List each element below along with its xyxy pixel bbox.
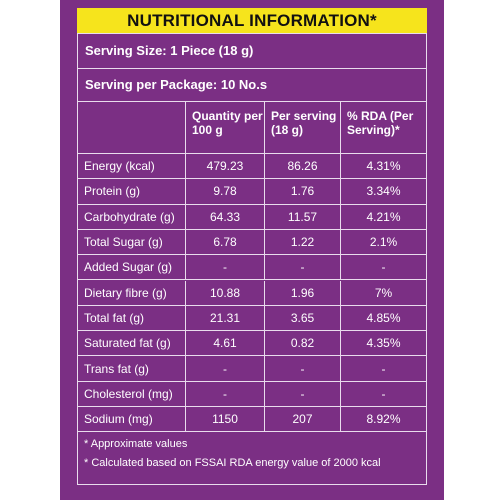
- nutrient-value: -: [265, 356, 341, 382]
- nutrient-value: 4.31%: [341, 154, 426, 180]
- nutrient-value: 7%: [341, 281, 426, 306]
- nutrient-name: Total fat (g): [78, 305, 186, 332]
- nutrient-value: -: [186, 356, 265, 382]
- nutrient-value: -: [186, 381, 265, 407]
- nutrient-value: 0.82: [265, 331, 341, 357]
- serving-per-package: Serving per Package: 10 No.s: [78, 69, 426, 102]
- nutrient-value: 1.76: [265, 179, 341, 205]
- nutrient-name: Protein (g): [78, 179, 186, 205]
- nutrient-name: Carbohydrate (g): [78, 204, 186, 230]
- nutrient-value: 4.21%: [341, 205, 426, 230]
- nutrition-table-frame: Serving Size: 1 Piece (18 g) Serving per…: [77, 33, 427, 485]
- nutrient-name: Sodium (mg): [78, 407, 186, 433]
- nutrient-value: -: [341, 255, 426, 281]
- nutrient-name: Energy (kcal): [78, 154, 186, 180]
- nutrient-name: Saturated fat (g): [78, 331, 186, 357]
- nutrient-value: 3.65: [265, 305, 341, 332]
- nutrient-value: 21.31: [186, 305, 265, 332]
- nutrient-name: Trans fat (g): [78, 356, 186, 382]
- nutrient-value: 11.57: [265, 204, 341, 230]
- nutrient-value: 207: [265, 407, 341, 433]
- nutrient-value: -: [341, 382, 426, 407]
- nutrient-value: 4.61: [186, 331, 265, 357]
- footnote-rda: * Calculated based on FSSAI RDA energy v…: [84, 457, 381, 469]
- nutrition-label-panel: NUTRITIONAL INFORMATION* Serving Size: 1…: [60, 0, 444, 500]
- nutrient-name: Total Sugar (g): [78, 229, 186, 256]
- nutrient-name: Dietary fibre (g): [78, 280, 186, 306]
- nutrient-name: Cholesterol (mg): [78, 381, 186, 407]
- nutrient-value: 6.78: [186, 229, 265, 256]
- nutrient-value: 10.88: [186, 280, 265, 306]
- nutrient-value: 1.22: [265, 229, 341, 256]
- nutrient-value: 64.33: [186, 204, 265, 230]
- column-header: Quantity per 100 g: [186, 102, 265, 154]
- nutrient-value: 9.78: [186, 179, 265, 205]
- header-blank-cell: [78, 102, 186, 154]
- nutrient-name: Added Sugar (g): [78, 255, 186, 281]
- panel-title: NUTRITIONAL INFORMATION*: [77, 8, 427, 33]
- nutrient-value: 1.96: [265, 280, 341, 306]
- nutrient-value: -: [186, 255, 265, 281]
- nutrient-value: 1150: [186, 407, 265, 433]
- nutrient-value: 479.23: [186, 154, 265, 180]
- column-header: Per serving (18 g): [265, 102, 341, 154]
- nutrient-value: 8.92%: [341, 407, 426, 433]
- serving-size: Serving Size: 1 Piece (18 g): [78, 34, 426, 69]
- nutrient-value: 4.85%: [341, 306, 426, 332]
- nutrient-value: 4.35%: [341, 331, 426, 357]
- nutrient-value: 3.34%: [341, 179, 426, 205]
- footnote-approximate: * Approximate values: [84, 438, 188, 450]
- nutrient-value: 2.1%: [341, 230, 426, 256]
- column-header: % RDA (Per Serving)*: [341, 102, 426, 154]
- nutrient-value: -: [341, 356, 426, 382]
- nutrient-value: -: [265, 255, 341, 281]
- nutrient-value: -: [265, 381, 341, 407]
- nutrient-value: 86.26: [265, 154, 341, 180]
